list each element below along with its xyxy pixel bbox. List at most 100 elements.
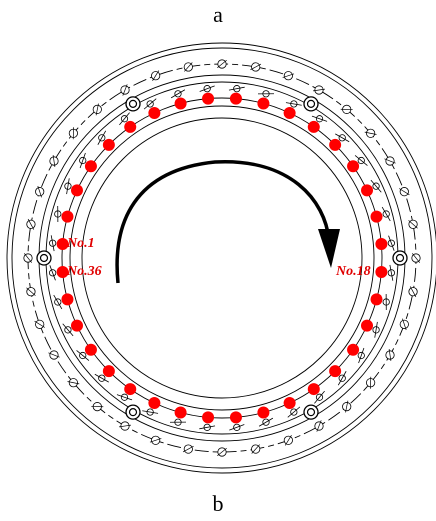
ring-4 bbox=[38, 74, 406, 442]
inner-mark bbox=[337, 371, 347, 386]
inner-mark bbox=[335, 133, 350, 143]
rotation-arrow bbox=[115, 160, 331, 284]
measurement-points bbox=[56, 92, 388, 424]
inner-mark bbox=[66, 178, 70, 195]
inner-mark bbox=[49, 265, 56, 281]
hole-mark bbox=[34, 320, 45, 328]
measurement-point-14 bbox=[329, 138, 342, 151]
inner-mark bbox=[116, 394, 133, 401]
hole-mark bbox=[345, 400, 349, 413]
hole-mark bbox=[411, 253, 421, 263]
measurement-point-36 bbox=[56, 265, 69, 278]
measurement-point-28 bbox=[202, 411, 215, 424]
hole-mark bbox=[408, 220, 418, 229]
measurement-point-7 bbox=[148, 106, 161, 119]
lifting-hole-core bbox=[128, 408, 138, 417]
ring-6 bbox=[61, 97, 383, 419]
lifting-hole-core bbox=[39, 253, 49, 263]
hole-mark bbox=[384, 158, 396, 164]
caption-a: a bbox=[213, 2, 223, 27]
measurement-point-3 bbox=[70, 184, 83, 197]
measurement-point-35 bbox=[61, 293, 74, 306]
lifting-hole-core bbox=[306, 99, 316, 108]
inner-mark bbox=[97, 130, 107, 145]
measurement-point-21 bbox=[361, 319, 374, 332]
measurement-point-11 bbox=[257, 97, 270, 110]
lifting-hole-core bbox=[395, 253, 405, 263]
hole-mark bbox=[27, 218, 35, 230]
inner-mark bbox=[258, 417, 274, 427]
hole-mark bbox=[284, 435, 292, 446]
lifting-hole-icon bbox=[303, 404, 319, 420]
hole-mark bbox=[250, 63, 262, 71]
ring-7 bbox=[69, 105, 375, 411]
lifting-hole-icon bbox=[36, 250, 52, 266]
measurement-point-9 bbox=[202, 92, 215, 105]
hole-mark bbox=[67, 381, 80, 385]
measurement-point-32 bbox=[102, 365, 115, 378]
inner-mark bbox=[142, 410, 159, 414]
inner-mark bbox=[199, 85, 215, 92]
inner-mark bbox=[381, 206, 391, 222]
measurement-point-27 bbox=[229, 411, 242, 424]
hole-mark bbox=[48, 352, 60, 358]
ring-2 bbox=[11, 47, 433, 469]
label-no-36: No.36 bbox=[66, 264, 102, 279]
measurement-point-19 bbox=[375, 265, 388, 278]
measurement-point-23 bbox=[329, 365, 342, 378]
inner-mark bbox=[79, 152, 86, 169]
measurement-point-1 bbox=[56, 238, 69, 251]
measurement-point-24 bbox=[307, 383, 320, 396]
measurement-point-29 bbox=[174, 406, 187, 419]
lifting-hole-icon bbox=[125, 404, 141, 420]
hole-mark bbox=[184, 62, 193, 72]
measurement-point-22 bbox=[347, 343, 360, 356]
measurement-point-5 bbox=[102, 138, 115, 151]
inner-mark bbox=[354, 155, 368, 166]
label-no-18: No.18 bbox=[335, 264, 371, 279]
ring-8 bbox=[81, 117, 363, 399]
measurement-point-31 bbox=[124, 383, 137, 396]
inner-mark bbox=[53, 294, 63, 310]
hole-mark bbox=[149, 438, 162, 443]
hole-mark bbox=[119, 424, 131, 428]
measurement-point-2 bbox=[61, 210, 74, 223]
lifting-hole-core bbox=[306, 408, 316, 417]
measurement-point-16 bbox=[361, 184, 374, 197]
hole-mark bbox=[399, 188, 410, 196]
lifting-hole-icon bbox=[392, 250, 408, 266]
lifting-hole-core bbox=[128, 99, 138, 108]
hole-mark bbox=[182, 445, 194, 453]
hole-mark bbox=[313, 88, 325, 92]
hole-mark bbox=[388, 349, 392, 361]
measurement-point-12 bbox=[283, 106, 296, 119]
hole-mark bbox=[409, 286, 417, 298]
measurement-point-4 bbox=[84, 160, 97, 173]
hole-mark bbox=[23, 253, 33, 263]
measurement-point-33 bbox=[84, 343, 97, 356]
measurement-point-17 bbox=[370, 210, 383, 223]
lifting-hole-icon bbox=[303, 96, 319, 112]
inner-mark bbox=[389, 264, 394, 281]
hole-mark bbox=[251, 444, 260, 454]
arrow-head-icon bbox=[318, 229, 340, 268]
measurement-point-8 bbox=[174, 97, 187, 110]
inner-mark bbox=[50, 235, 55, 252]
inner-mark bbox=[94, 373, 109, 383]
hole-mark bbox=[402, 318, 407, 331]
inner-mark bbox=[170, 89, 186, 99]
inner-mark bbox=[228, 86, 245, 91]
hole-mark bbox=[37, 185, 42, 198]
measurement-point-20 bbox=[370, 293, 383, 306]
inner-mark bbox=[285, 102, 302, 106]
concentric-rings bbox=[6, 42, 436, 474]
inner-mark bbox=[62, 323, 74, 337]
measurement-point-10 bbox=[229, 92, 242, 105]
hole-mark bbox=[26, 287, 36, 296]
hole-mark bbox=[316, 420, 322, 432]
ring-3 bbox=[27, 63, 417, 453]
inner-mark bbox=[314, 390, 325, 404]
hole-mark bbox=[122, 84, 128, 96]
bolt-hole-marks bbox=[23, 59, 421, 457]
